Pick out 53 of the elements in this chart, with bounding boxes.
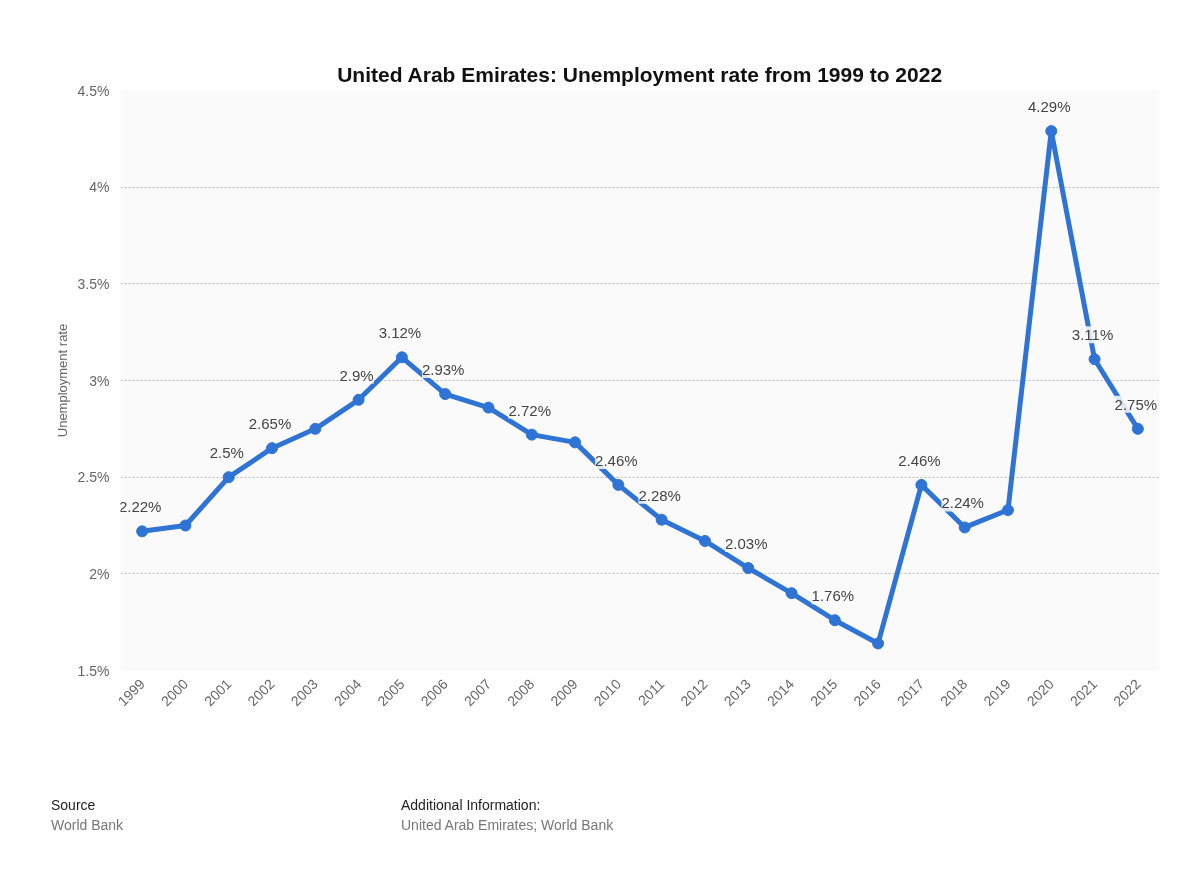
- text: Source: [51, 796, 97, 815]
- y-tick-label: 4.5%: [77, 82, 110, 99]
- y-tick-label: 2%: [89, 565, 110, 582]
- point: [266, 442, 279, 455]
- point: [742, 562, 755, 575]
- text: United Arab Emirates; World Bank: [401, 816, 614, 835]
- y-tick-label: 3%: [89, 372, 110, 389]
- y-axis-title: Unemployment rate: [54, 323, 70, 438]
- point: [655, 513, 668, 526]
- point: [612, 478, 625, 491]
- data-label: 4.29%: [1028, 98, 1071, 116]
- point: [309, 422, 322, 435]
- y-tick-label: 2.5%: [77, 469, 110, 486]
- chart-title: United Arab Emirates: Unemployment rate from 1999 to 2022: [337, 62, 943, 86]
- data-label: 2.9%: [339, 366, 374, 384]
- text: World Bank: [51, 816, 125, 835]
- data-label: 2.22%: [118, 498, 162, 516]
- data-label: 2.5%: [209, 444, 244, 462]
- point: [482, 401, 495, 414]
- point: [828, 614, 841, 627]
- point: [958, 521, 971, 534]
- point: [395, 351, 408, 364]
- data-label: 2.72%: [508, 401, 552, 419]
- point: [569, 436, 582, 449]
- point: [136, 525, 149, 538]
- point: [222, 471, 235, 484]
- y-tick-label: 3.5%: [77, 275, 110, 292]
- point: [352, 393, 365, 406]
- point: [525, 428, 538, 441]
- point: [1088, 353, 1101, 366]
- data-label: 2.75%: [1114, 395, 1158, 413]
- data-label: 1.76%: [811, 587, 855, 605]
- point: [1131, 422, 1144, 435]
- point: [1001, 504, 1014, 517]
- data-label: 2.65%: [248, 415, 292, 433]
- text: Additional Information:: [401, 796, 542, 815]
- point: [698, 534, 711, 547]
- point: [872, 637, 885, 650]
- point: [439, 388, 452, 401]
- point: [915, 478, 928, 491]
- y-tick-label: 4%: [89, 179, 110, 196]
- point: [785, 587, 798, 600]
- point: [1045, 125, 1058, 138]
- y-tick-label: 1.5%: [77, 662, 110, 679]
- point: [179, 519, 192, 532]
- data-label: 2.24%: [941, 494, 984, 512]
- data-label: 2.93%: [421, 361, 465, 379]
- data-label: 3.12%: [378, 324, 422, 342]
- data-label: 2.03%: [724, 535, 768, 553]
- data-label: 2.46%: [595, 451, 638, 469]
- data-label: 2.28%: [638, 486, 681, 504]
- data-label: 2.46%: [898, 451, 941, 469]
- data-label: 3.11%: [1071, 326, 1114, 344]
